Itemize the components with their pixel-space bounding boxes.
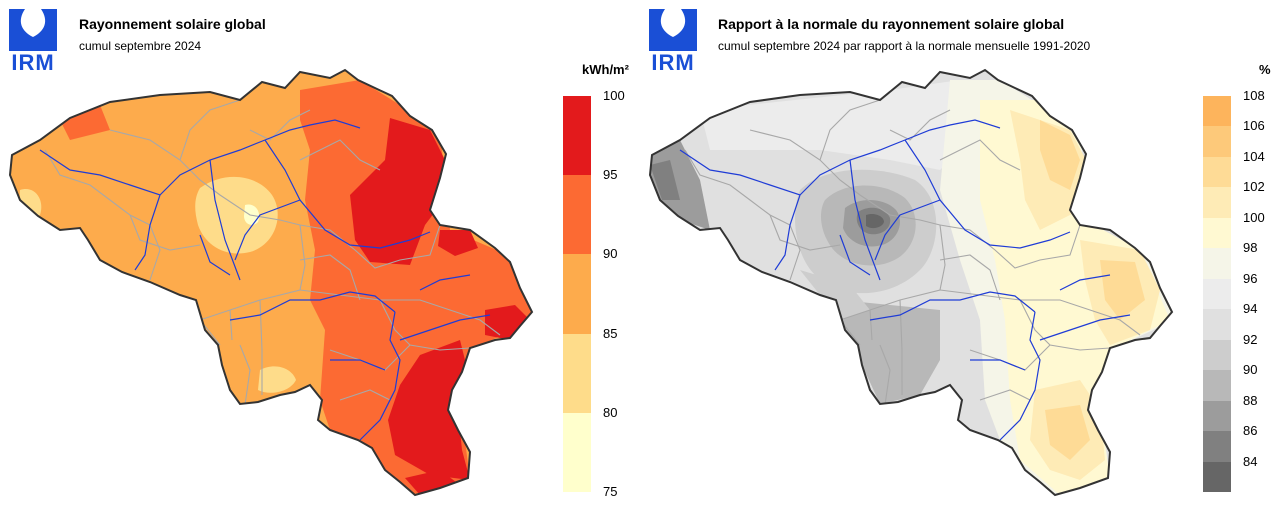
legend-swatch	[1203, 217, 1231, 249]
irm-logo-mark-icon	[9, 9, 57, 51]
legend-swatch	[563, 333, 591, 414]
panel-ratio-to-normal: IRM Rapport à la normale du rayonnement …	[640, 0, 1280, 507]
irm-logo-text: IRM	[651, 50, 695, 75]
legend-tick-label: 104	[1243, 148, 1265, 164]
legend-unit: kWh/m²	[582, 62, 629, 77]
legend-swatch	[1203, 339, 1231, 371]
irm-logo: IRM	[7, 7, 59, 75]
panel-solar-radiation: IRM Rayonnement solaire global cumul sep…	[7, 7, 629, 499]
legend-swatch	[1203, 309, 1231, 341]
legend-swatch	[1203, 400, 1231, 432]
legend-swatch	[1203, 187, 1231, 219]
irm-logo-text: IRM	[11, 50, 55, 75]
legend-swatch	[563, 96, 591, 176]
irm-logo-mark-icon	[649, 9, 697, 51]
legend-swatch	[563, 412, 591, 493]
belgium-ratio-map	[649, 69, 1173, 496]
belgium-radiation-map	[9, 69, 533, 496]
legend-tick-label: 75	[603, 484, 618, 499]
legend-tick-label: 96	[1243, 270, 1258, 286]
legend-swatch	[563, 175, 591, 255]
map-subtitle: cumul septembre 2024	[79, 39, 202, 53]
legend-tick-label: 98	[1243, 240, 1258, 256]
legend-tick-label: 85	[603, 325, 618, 341]
map-title: Rapport à la normale du rayonnement sola…	[718, 16, 1065, 32]
legend-tick-label: 80	[603, 404, 618, 420]
legend-tick-label: 102	[1243, 179, 1265, 195]
legend-tick-label: 90	[1243, 362, 1258, 378]
legend-unit: %	[1259, 62, 1271, 77]
legend-swatch	[1203, 370, 1231, 402]
legend-swatch	[1203, 461, 1231, 493]
irm-logo: IRM	[647, 7, 699, 75]
legend-swatch	[1203, 156, 1231, 188]
legend-tick-label: 86	[1243, 423, 1258, 439]
legend-tick-label: 108	[1243, 88, 1265, 103]
legend-swatch	[1203, 248, 1231, 280]
legend-tick-label: 95	[603, 167, 618, 183]
legend-tick-label: 100	[1243, 209, 1265, 225]
legend-swatch	[563, 254, 591, 335]
legend-swatch	[1203, 278, 1231, 310]
legend-tick-label: 106	[1243, 118, 1265, 134]
legend-tick-label: 92	[1243, 331, 1258, 347]
legend-tick-label: 88	[1243, 392, 1258, 408]
legend-swatch	[1203, 431, 1231, 463]
map-subtitle: cumul septembre 2024 par rapport à la no…	[718, 39, 1091, 53]
legend-swatch	[1203, 96, 1231, 127]
legend-swatch	[1203, 126, 1231, 158]
legend-tick-label: 100	[603, 88, 625, 103]
legend-tick-label: 84	[1243, 453, 1258, 469]
legend-tick-label: 90	[603, 246, 618, 262]
legend-tick-label: 94	[1243, 301, 1258, 317]
map-title: Rayonnement solaire global	[79, 16, 266, 32]
